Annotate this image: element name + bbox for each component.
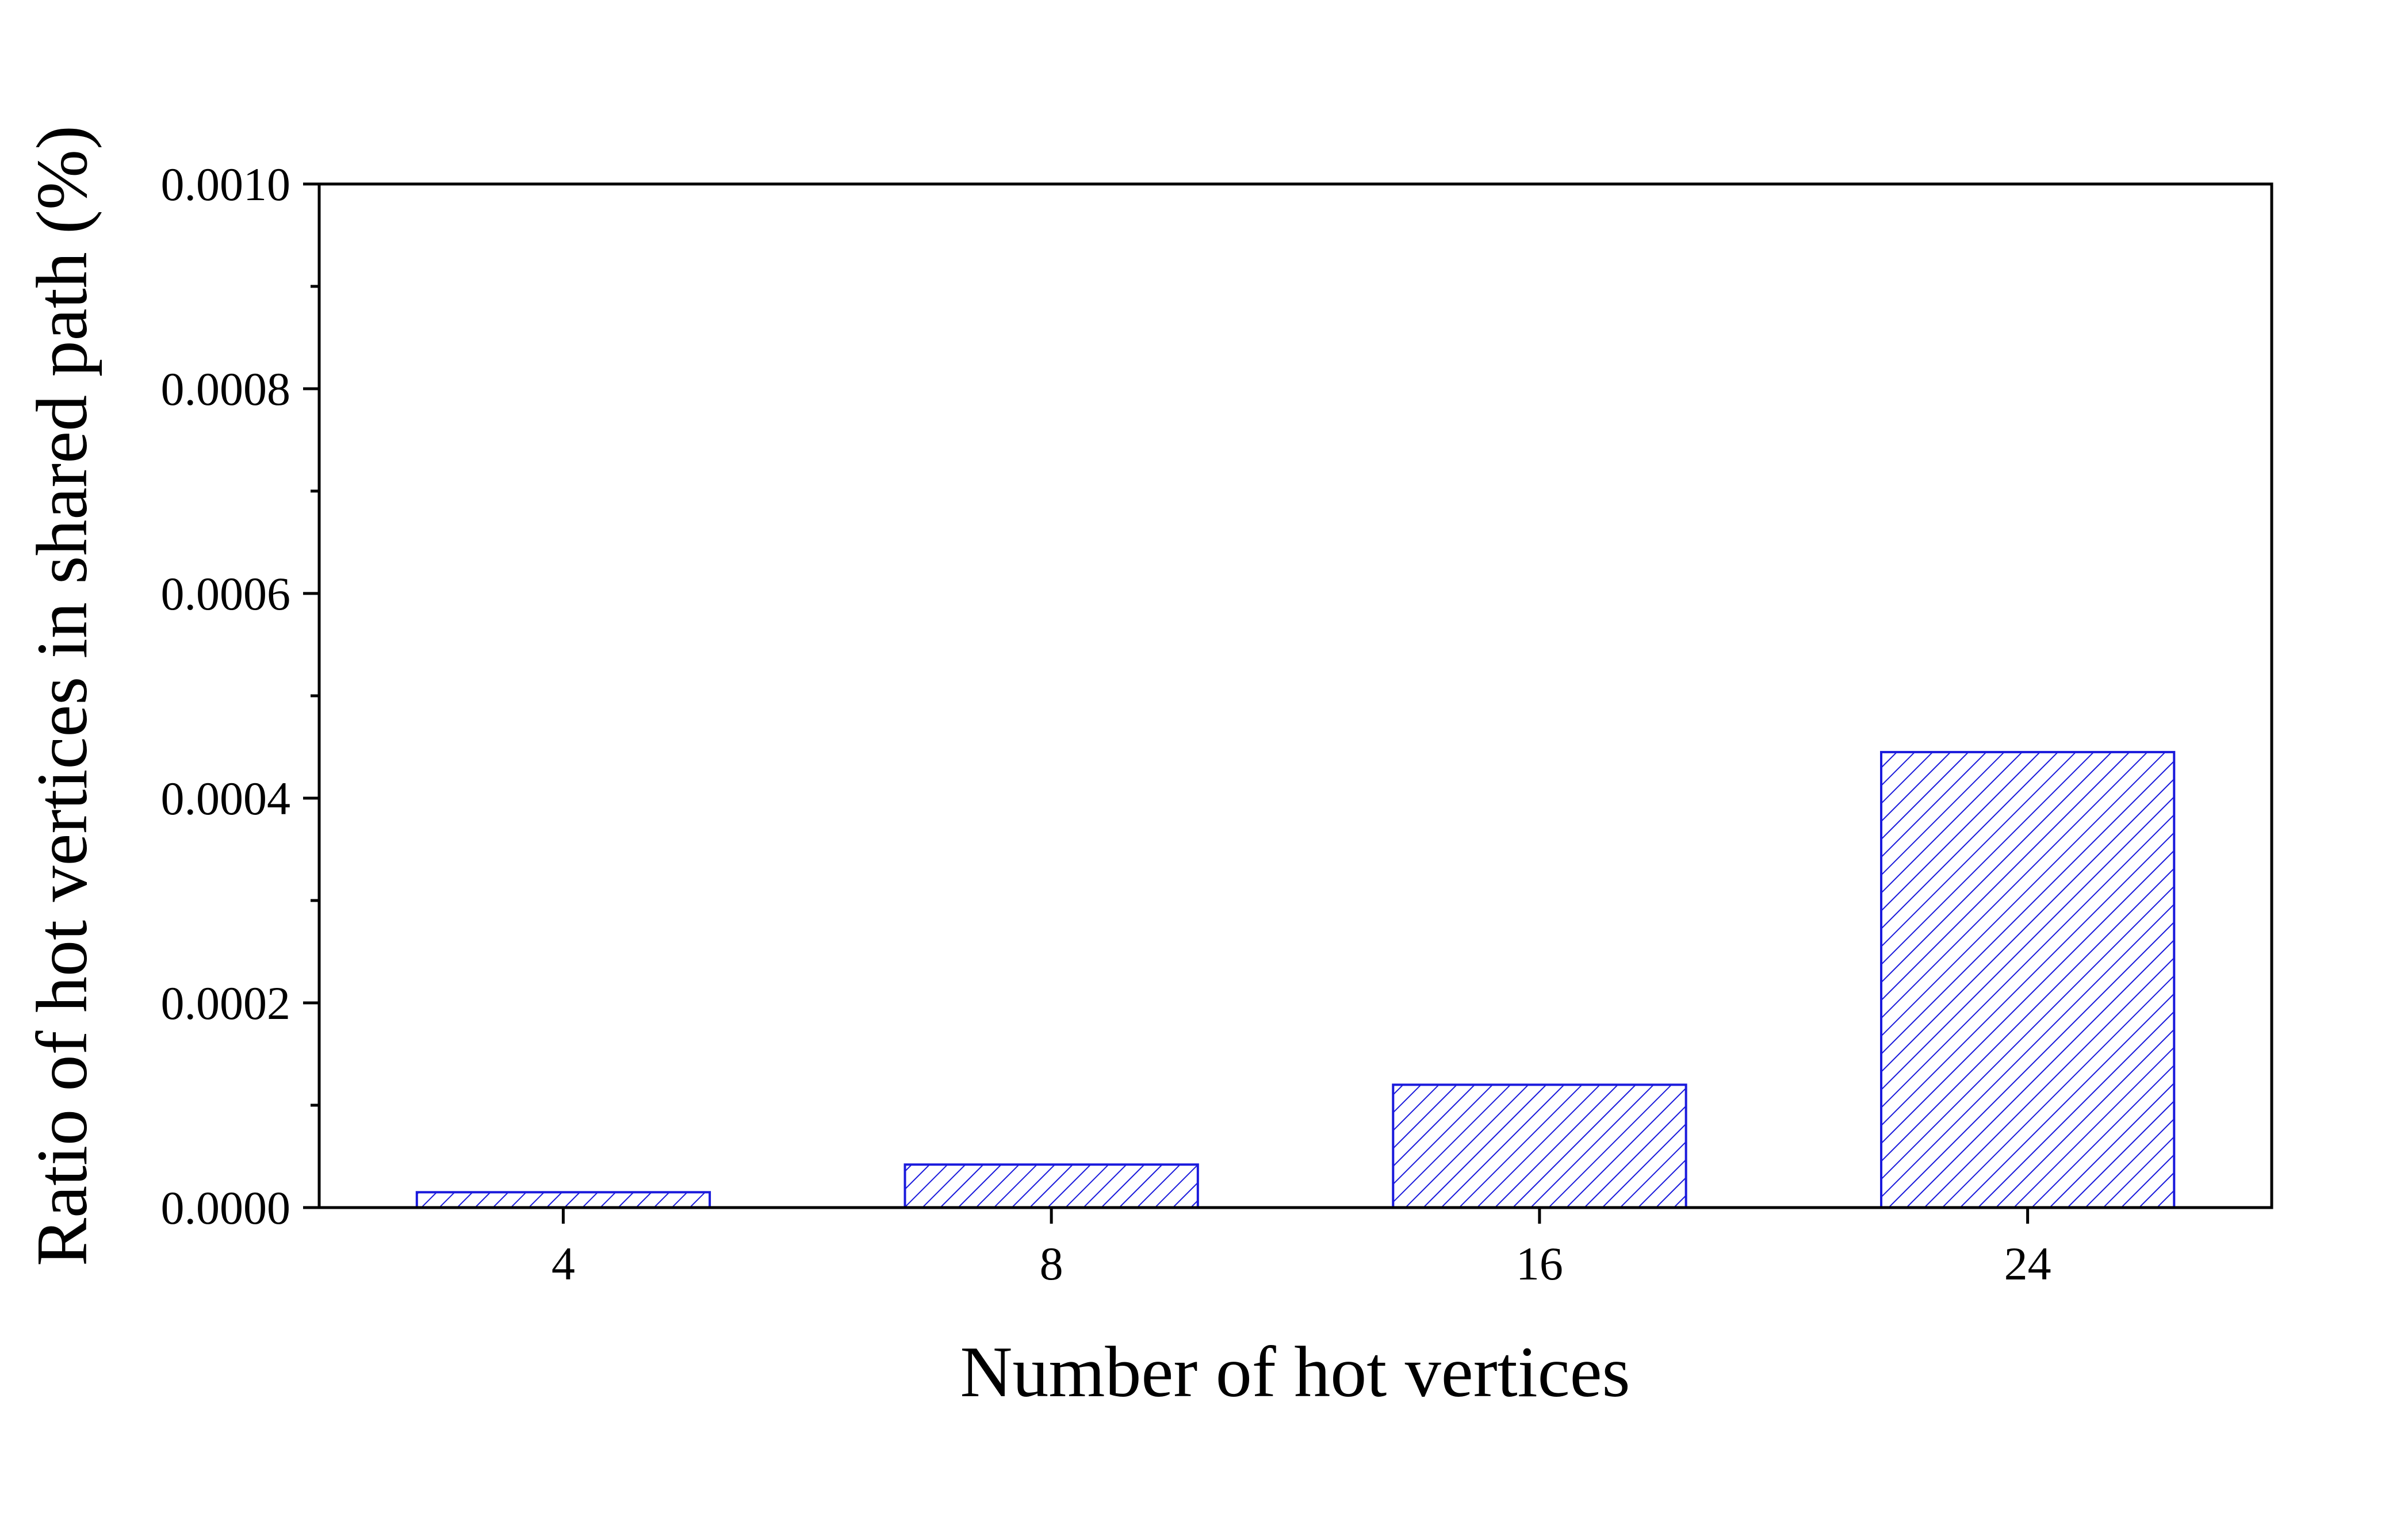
y-tick-label: 0.0002	[161, 977, 291, 1029]
y-axis: 0.0000 0.0002 0.0004 0.0006 0.0008 0.0010	[161, 158, 319, 1234]
y-tick-label: 0.0010	[161, 158, 291, 210]
y-tick-label: 0.0004	[161, 772, 291, 825]
y-tick-label: 0.0006	[161, 568, 291, 620]
x-tick-label: 8	[1040, 1237, 1063, 1290]
bar-24	[1880, 750, 2176, 1209]
x-tick-label: 16	[1516, 1237, 1563, 1290]
bar-8	[904, 1163, 1199, 1209]
x-axis-title: Number of hot vertices	[960, 1332, 1630, 1412]
bars-layer	[415, 750, 2176, 1209]
y-tick-label: 0.0000	[161, 1182, 291, 1234]
x-tick-label: 4	[552, 1237, 575, 1290]
bar-16	[1392, 1083, 1687, 1209]
x-axis: 4 8 16 24	[552, 1208, 2051, 1290]
bar-4	[415, 1191, 711, 1209]
x-tick-label: 24	[2004, 1237, 2051, 1290]
y-tick-label: 0.0008	[161, 363, 291, 415]
y-axis-title: Ratio of hot vertices in shared path (%)	[22, 125, 102, 1266]
